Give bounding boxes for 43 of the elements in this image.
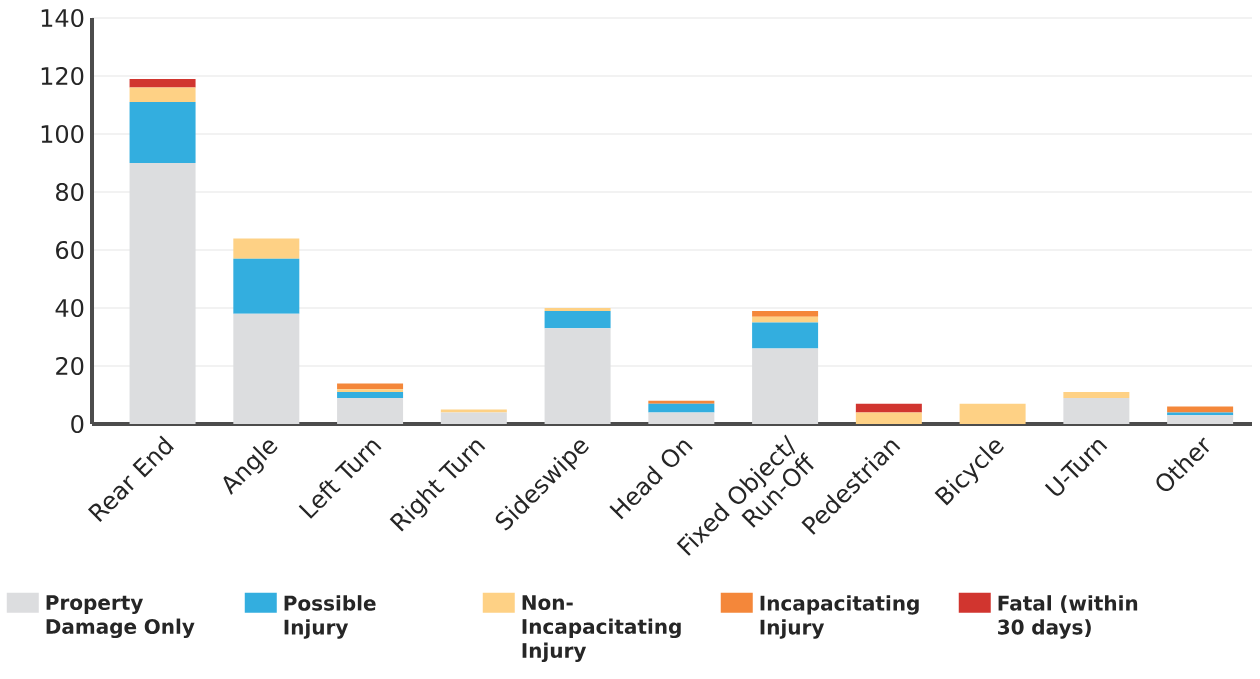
legend-label: Incapacitating Injury (760, 595, 919, 639)
bar (544, 310, 611, 329)
y-tick-label: 20 (56, 356, 84, 376)
bar (855, 412, 922, 424)
bar (129, 87, 196, 103)
bar (752, 310, 819, 317)
x-tick-label: Left Turn (298, 440, 382, 519)
bar (544, 307, 611, 311)
bar (129, 78, 196, 88)
bar (1063, 392, 1130, 398)
y-tick-label: 120 (41, 66, 84, 86)
legend-label: Possible Injury (284, 595, 376, 639)
bar (233, 313, 300, 424)
bar (337, 383, 404, 390)
legend-label: Property Damage Only (46, 595, 195, 639)
bar (233, 258, 300, 314)
bar (648, 400, 715, 404)
y-tick-label: 40 (55, 298, 84, 318)
bar (129, 162, 196, 424)
bar (959, 403, 1026, 424)
y-tick-label: 80 (56, 182, 84, 202)
y-tick-label: 0 (71, 414, 84, 434)
bar (1063, 397, 1130, 424)
bar (337, 389, 404, 393)
y-tick-label: 140 (41, 8, 84, 28)
bar (337, 397, 404, 424)
bar (440, 412, 507, 424)
bar (648, 412, 715, 424)
legend-label: Non-Incapacitating Injury (522, 595, 681, 663)
y-tick-label: 100 (41, 124, 84, 144)
bar (1167, 412, 1234, 416)
bar (440, 409, 507, 413)
bar (233, 238, 300, 259)
bar (752, 348, 819, 424)
bar (129, 102, 196, 163)
legend-label: Fatal (within 30 days) (998, 595, 1138, 639)
bar (544, 328, 611, 424)
y-tick-label: 60 (56, 240, 84, 260)
bar (752, 322, 819, 349)
bar (1167, 415, 1234, 424)
bar (855, 403, 922, 413)
bar (337, 392, 404, 398)
bar (648, 403, 715, 413)
